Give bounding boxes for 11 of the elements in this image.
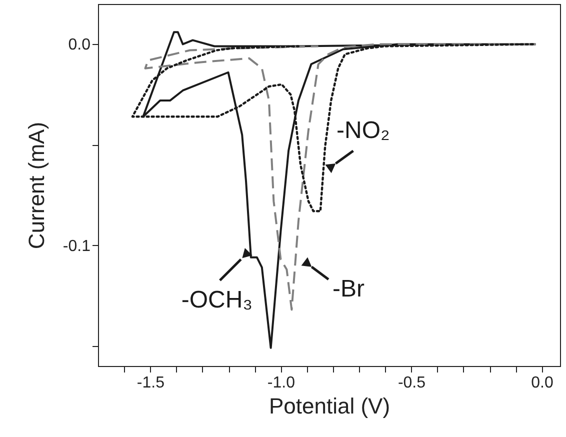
y-tick-label: -0.1 bbox=[62, 238, 91, 255]
x-axis-title: Potential (V) bbox=[268, 394, 390, 418]
x-tick-label: 0.0 bbox=[531, 374, 554, 392]
x-tick-label: -0.5 bbox=[398, 374, 426, 392]
line-series bbox=[144, 43, 537, 311]
annotation: -NO₂ bbox=[336, 116, 390, 144]
annotation: -OCH₃ bbox=[181, 286, 252, 314]
x-tick-label: -1.5 bbox=[136, 374, 165, 392]
annotation: -Br bbox=[332, 275, 364, 302]
y-axis-title: Current (mA) bbox=[24, 122, 49, 250]
x-tick-label: -1.0 bbox=[267, 374, 296, 392]
